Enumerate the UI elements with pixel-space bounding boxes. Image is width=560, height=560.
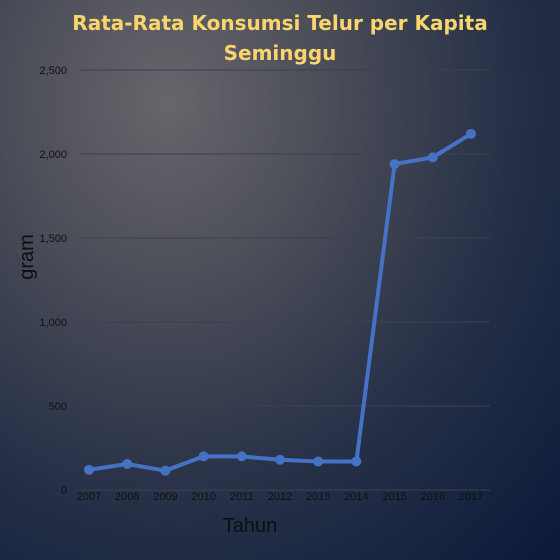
x-tick-label: 2015	[382, 491, 406, 503]
x-axis-label: Tahun	[223, 515, 278, 537]
y-axis-label: gram	[16, 234, 38, 280]
data-point-2007[interactable]	[84, 464, 94, 475]
data-point-2015[interactable]	[389, 159, 400, 170]
data-point-2017[interactable]	[466, 128, 476, 139]
y-axis-ticks: 0 500 1,000 1,500 2,000 2,500	[39, 65, 67, 497]
y-tick-label: 2,000	[39, 149, 67, 161]
y-tick-label: 2,500	[39, 65, 67, 77]
x-axis-ticks: 2007 2008 2009 2010 2011 2012 2013 2014 2015 2016…	[77, 491, 483, 503]
x-tick-label: 2007	[77, 491, 101, 503]
x-tick-label: 2009	[153, 491, 177, 503]
data-point-2013[interactable]	[313, 456, 324, 467]
series-line	[87, 131, 473, 473]
data-point-2011[interactable]	[236, 451, 247, 462]
x-tick-label: 2011	[230, 491, 254, 503]
y-tick-label: 500	[49, 401, 67, 413]
x-tick-label: 2013	[306, 491, 330, 503]
x-tick-label: 2012	[268, 491, 292, 503]
x-tick-label: 2016	[421, 491, 445, 503]
x-tick-label: 2010	[191, 491, 215, 503]
x-tick-label: 2017	[459, 491, 483, 503]
x-tick-label: 2008	[115, 491, 139, 503]
data-point-2010[interactable]	[198, 451, 209, 462]
chart-title-line-2: Seminggu	[223, 41, 337, 65]
data-point-2012[interactable]	[275, 454, 285, 465]
chart-title: Rata-Rata Konsumsi Telur per Kapita Semi…	[0, 8, 560, 68]
y-tick-label: 0	[61, 485, 67, 497]
data-point-2008[interactable]	[122, 458, 133, 469]
data-point-2016[interactable]	[427, 152, 438, 163]
chart-title-line-1: Rata-Rata Konsumsi Telur per Kapita	[72, 11, 488, 35]
series-layer	[84, 128, 476, 476]
data-point-2014[interactable]	[351, 456, 362, 467]
y-tick-label: 1,500	[39, 233, 67, 245]
x-tick-label: 2014	[344, 491, 368, 503]
gridlines	[80, 69, 490, 491]
data-point-2009[interactable]	[160, 465, 171, 476]
y-tick-label: 1,000	[39, 317, 67, 329]
